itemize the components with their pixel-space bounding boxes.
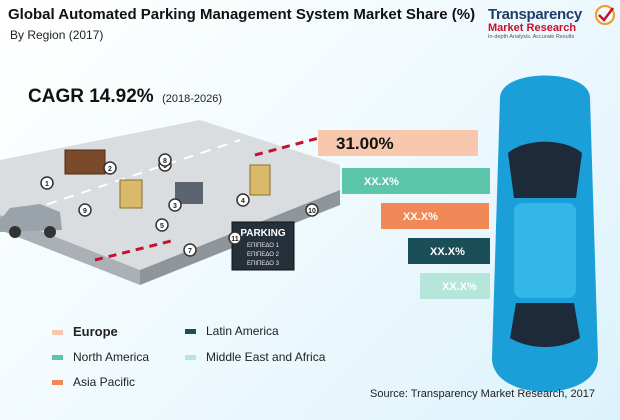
car-windshield (508, 141, 582, 198)
bar-value-label-europe: 31.00% (336, 134, 394, 153)
legend-swatch (52, 380, 63, 386)
legend-item-latin-america: Latin America (185, 324, 279, 338)
bar-latin-america (408, 238, 490, 264)
legend-label: Europe (73, 324, 118, 339)
logo-check-icon (595, 5, 615, 25)
bar-asia-pacific (381, 203, 489, 229)
parking-sign-row-2: ΕΠΙΠΕΔΟ 2 (247, 252, 280, 258)
marker-label-3: 3 (173, 203, 177, 210)
legend-item-asia-pacific: Asia Pacific (52, 375, 135, 389)
legend-swatch (185, 329, 196, 335)
marker-circle-5 (155, 218, 169, 232)
marker-circle-10 (305, 203, 319, 217)
lane-marking (29, 139, 241, 211)
cagr-years: (2018-2026) (162, 93, 223, 105)
marker-label-7: 7 (188, 248, 192, 255)
chart-title: Global Automated Parking Management Syst… (8, 6, 476, 23)
marker-label-11: 11 (231, 236, 239, 243)
legend-label: North America (73, 350, 150, 364)
legend-swatch (52, 330, 63, 336)
marker-circle-9 (78, 203, 92, 217)
marker-circle-8 (158, 153, 172, 167)
marker-label-8: 8 (163, 158, 167, 165)
ticket-machine-icon (119, 179, 143, 209)
bar-middle-east-and-africa (420, 273, 490, 299)
car-top-view-icon (492, 75, 598, 392)
parking-sign-row-1: ΕΠΙΠΕΔΟ 1 (247, 243, 280, 249)
legend-item-europe: Europe (52, 324, 118, 339)
control-terminal-icon (175, 182, 203, 204)
bar-north-america (342, 168, 490, 194)
chart-subtitle: By Region (2017) (10, 28, 104, 42)
cagr-label: CAGR 14.92% (28, 86, 154, 107)
legend-swatch (52, 355, 63, 361)
logo-tagline: In-depth Analysis. Accurate Results (488, 34, 575, 40)
marker-circle-7 (183, 243, 197, 257)
parking-sign-row-3: ΕΠΙΠΕΔΟ 3 (247, 261, 280, 267)
marker-circle-11 (228, 231, 242, 245)
marker-circle-3 (168, 198, 182, 212)
legend-label: Asia Pacific (73, 375, 136, 389)
marker-label-1: 1 (45, 181, 49, 188)
illustration-markers: 1234567891011 (40, 153, 319, 257)
parking-sign: PARKING ΕΠΙΠΕΔΟ 1 ΕΠΙΠΕΔΟ 2 ΕΠΙΠΕΔΟ 3 (231, 221, 295, 271)
logo-main-text: Transparency (488, 6, 582, 23)
legend-label: Middle East and Africa (206, 350, 326, 364)
legend-label: Latin America (206, 324, 279, 338)
parking-illustration: PARKING ΕΠΙΠΕΔΟ 1 ΕΠΙΠΕΔΟ 2 ΕΠΙΠΕΔΟ 3 1 2… (0, 120, 340, 285)
marker-label-5: 5 (160, 223, 164, 230)
bar-europe (318, 130, 478, 156)
marker-label-2: 2 (108, 166, 112, 173)
legend-item-middle-east-and-africa: Middle East and Africa (185, 350, 325, 364)
pay-station-icon (249, 164, 271, 196)
cagr-callout: CAGR 14.92% (2018-2026) (28, 86, 222, 108)
marker-label-4: 4 (241, 198, 245, 205)
car-rear-window (510, 303, 580, 347)
legend-item-north-america: North America (52, 350, 149, 364)
bar-value-label-latin-america: XX.X% (430, 246, 465, 258)
parking-sign-title: PARKING (240, 228, 286, 239)
marker-circle-2 (103, 161, 117, 175)
logo-sub-text: Market Research (488, 22, 577, 34)
floor-edge-left (0, 215, 140, 285)
info-display-icon (64, 149, 106, 175)
marker-label-9: 9 (83, 208, 87, 215)
legend-swatch (185, 355, 196, 361)
bar-value-label-middle-east-and-africa: XX.X% (442, 281, 477, 293)
source-note: Source: Transparency Market Research, 20… (370, 388, 596, 400)
car-roof (514, 203, 576, 298)
marker-circle-1 (40, 176, 54, 190)
car-silhouette-icon (0, 204, 62, 238)
bar-value-label-north-america: XX.X% (364, 176, 399, 188)
brand-logo: Transparency Market Research In-depth An… (488, 5, 616, 40)
marker-circle-4 (236, 193, 250, 207)
marker-label-10: 10 (308, 208, 316, 215)
bar-value-label-asia-pacific: XX.X% (403, 211, 438, 223)
